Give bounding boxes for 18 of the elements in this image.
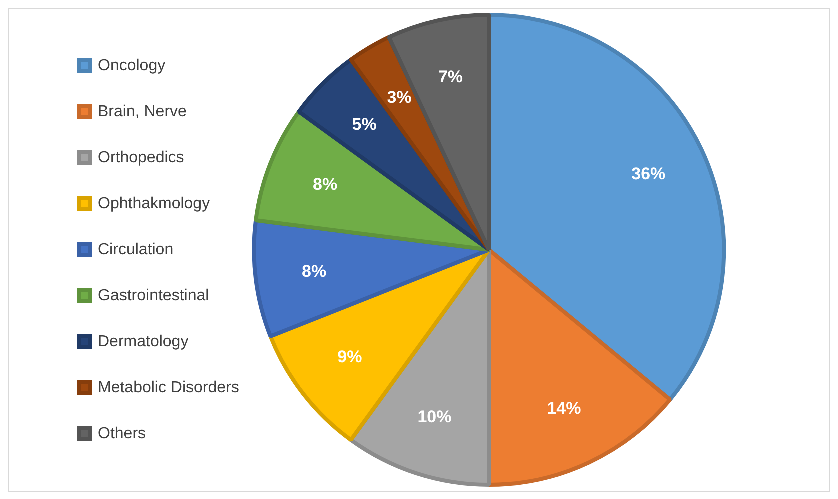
data-label: 8% [313, 174, 338, 194]
legend-label: Metabolic Disorders [98, 379, 240, 396]
data-label: 36% [632, 164, 666, 184]
legend-label: Dermatology [98, 333, 189, 350]
legend-label: Oncology [98, 57, 166, 74]
data-label: 14% [547, 399, 582, 418]
legend-label: Brain, Nerve [98, 103, 188, 120]
data-label: 3% [387, 88, 412, 107]
data-label: 9% [338, 348, 362, 367]
data-label: 7% [438, 68, 464, 87]
data-label: 8% [302, 262, 327, 281]
legend-label: Circulation [98, 241, 174, 258]
legend-label: Ophthakmology [98, 195, 210, 212]
data-label: 10% [418, 407, 452, 426]
legend-label: Gastrointestinal [98, 287, 210, 304]
legend-label: Orthopedics [98, 149, 184, 166]
data-label: 5% [352, 115, 377, 134]
legend-label: Others [98, 425, 146, 442]
